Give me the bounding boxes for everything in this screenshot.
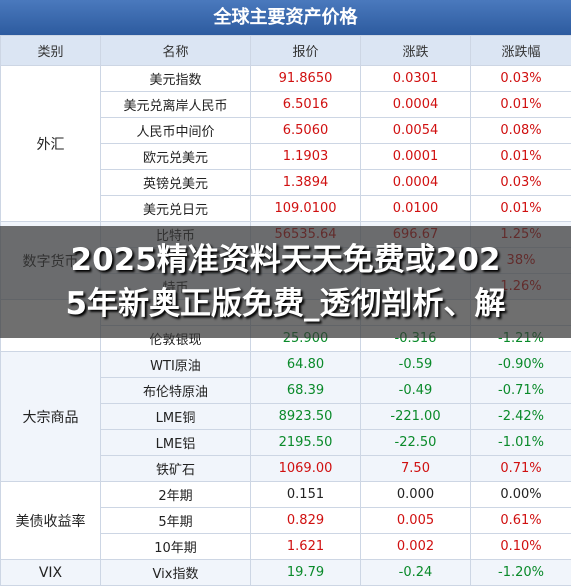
category-cell: 外汇 <box>0 65 101 222</box>
name-cell: 10年期 <box>100 533 251 560</box>
header-cell: 报价 <box>250 35 361 66</box>
change-cell: 0.005 <box>360 507 471 534</box>
percent-cell: 0.01% <box>470 143 571 170</box>
change-cell: 7.50 <box>360 455 471 482</box>
name-cell: 人民币中间价 <box>100 117 251 144</box>
price-cell: 109.0100 <box>250 195 361 222</box>
change-cell: 0.0301 <box>360 65 471 92</box>
change-cell: 0.0054 <box>360 117 471 144</box>
percent-cell: 0.71% <box>470 455 571 482</box>
price-cell: 8923.50 <box>250 403 361 430</box>
table-row: 美元兑离岸人民币 6.5016 0.0004 0.01% <box>1 91 571 118</box>
percent-cell: 0.08% <box>470 117 571 144</box>
price-cell: 68.39 <box>250 377 361 404</box>
percent-cell: 0.01% <box>470 91 571 118</box>
name-cell: LME铜 <box>100 403 251 430</box>
price-cell: 6.5016 <box>250 91 361 118</box>
change-cell: 0.000 <box>360 481 471 508</box>
price-cell: 6.5060 <box>250 117 361 144</box>
table-row: 人民币中间价 6.5060 0.0054 0.08% <box>1 117 571 144</box>
price-cell: 1.621 <box>250 533 361 560</box>
table-row: LME铜 8923.50 -221.00 -2.42% <box>1 403 571 430</box>
percent-cell: 0.10% <box>470 533 571 560</box>
change-cell: 0.002 <box>360 533 471 560</box>
table-row: 美债收益率 2年期 0.151 0.000 0.00% <box>0 481 571 560</box>
percent-cell: 0.03% <box>470 169 571 196</box>
price-cell: 64.80 <box>250 351 361 378</box>
name-cell: 美元兑离岸人民币 <box>100 91 251 118</box>
category-cell: 美债收益率 <box>0 481 101 560</box>
table-row: 大宗商品 WTI原油 64.80 -0.59 -0.90% <box>0 351 571 482</box>
table-row: 10年期 1.621 0.002 0.10% <box>1 533 571 560</box>
percent-cell: 0.01% <box>470 195 571 222</box>
percent-cell: -0.71% <box>470 377 571 404</box>
price-cell: 2195.50 <box>250 429 361 456</box>
percent-cell: 0.00% <box>470 481 571 508</box>
change-cell: -221.00 <box>360 403 471 430</box>
percent-cell: 0.03% <box>470 65 571 92</box>
price-cell: 1.3894 <box>250 169 361 196</box>
table-row: 外汇 美元指数 91.8650 0.0301 0.03% <box>0 65 571 222</box>
change-cell: 0.0100 <box>360 195 471 222</box>
category-cell: 大宗商品 <box>0 351 101 482</box>
name-cell: Vix指数 <box>100 559 251 586</box>
name-cell: 欧元兑美元 <box>100 143 251 170</box>
change-cell: -0.24 <box>360 559 471 586</box>
name-cell: 铁矿石 <box>100 455 251 482</box>
name-cell: 2年期 <box>100 481 251 508</box>
percent-cell: -1.01% <box>470 429 571 456</box>
change-cell: -22.50 <box>360 429 471 456</box>
category-cell: VIX <box>0 559 101 586</box>
overlay-text: 5年新奥正版免费_透彻剖析、解 <box>65 286 506 322</box>
header-row: 类别 名称 报价 涨跌 涨跌幅 <box>0 35 571 66</box>
table-row: 布伦特原油 68.39 -0.49 -0.71% <box>1 377 571 404</box>
name-cell: 布伦特原油 <box>100 377 251 404</box>
change-cell: 0.0001 <box>360 143 471 170</box>
overlay-banner: 2025精准资料天天免费或202 5年新奥正版免费_透彻剖析、解 <box>0 226 571 338</box>
name-cell: 英镑兑美元 <box>100 169 251 196</box>
change-cell: -0.59 <box>360 351 471 378</box>
price-cell: 91.8650 <box>250 65 361 92</box>
change-cell: 0.0004 <box>360 169 471 196</box>
header-cell: 涨跌幅 <box>470 35 571 66</box>
percent-cell: -1.20% <box>470 559 571 586</box>
header-cell: 涨跌 <box>360 35 471 66</box>
header-cell: 类别 <box>0 35 101 66</box>
price-cell: 0.829 <box>250 507 361 534</box>
price-cell: 1069.00 <box>250 455 361 482</box>
table-row: VIX Vix指数 19.79 -0.24 -1.20% <box>0 559 571 586</box>
name-cell: 美元指数 <box>100 65 251 92</box>
table-row: 欧元兑美元 1.1903 0.0001 0.01% <box>1 143 571 170</box>
change-cell: -0.49 <box>360 377 471 404</box>
name-cell: 美元兑日元 <box>100 195 251 222</box>
percent-cell: 0.61% <box>470 507 571 534</box>
name-cell: LME铝 <box>100 429 251 456</box>
percent-cell: -2.42% <box>470 403 571 430</box>
title-bar: 全球主要资产价格 <box>0 0 571 35</box>
price-cell: 1.1903 <box>250 143 361 170</box>
price-cell: 19.79 <box>250 559 361 586</box>
name-cell: WTI原油 <box>100 351 251 378</box>
name-cell: 5年期 <box>100 507 251 534</box>
change-cell: 0.0004 <box>360 91 471 118</box>
overlay-text: 2025精准资料天天免费或202 <box>70 242 501 278</box>
percent-cell: -0.90% <box>470 351 571 378</box>
price-cell: 0.151 <box>250 481 361 508</box>
header-cell: 名称 <box>100 35 251 66</box>
